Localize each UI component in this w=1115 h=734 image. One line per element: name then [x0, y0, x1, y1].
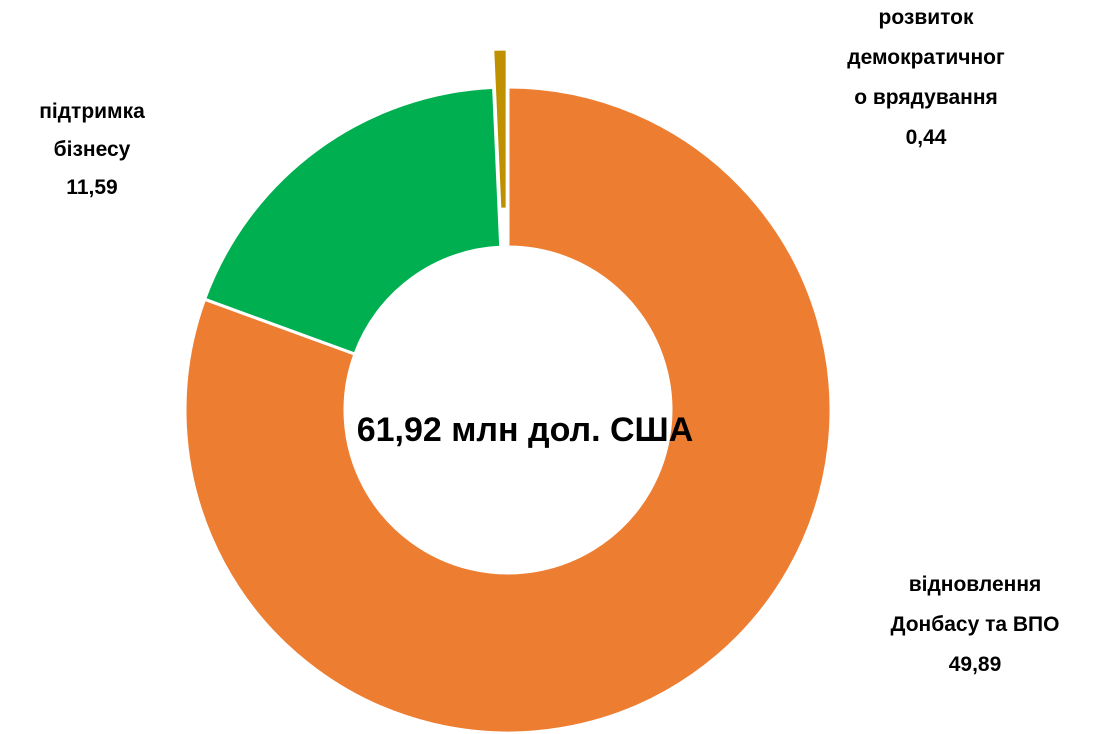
center-label: 61,92 млн дол. США — [357, 411, 694, 449]
donut-slice — [183, 85, 833, 734]
slice-label-line: підтримка — [39, 100, 145, 123]
slice-label-line: Донбасу та ВПО — [891, 613, 1060, 636]
donut-slice — [491, 47, 509, 211]
slice-value-label: 49,89 — [949, 653, 1002, 676]
slice-label-line: відновлення — [909, 573, 1042, 596]
slice-value-label: 0,44 — [906, 126, 947, 149]
slice-label: підтримка бізнесу 11,59 — [39, 100, 145, 199]
donut-slice — [202, 85, 503, 357]
slice-label-line: бізнесу — [54, 138, 131, 161]
slice-value-label: 11,59 — [66, 176, 117, 199]
slice-label-line: о врядування — [854, 86, 998, 109]
slice-label-line: розвиток — [879, 6, 974, 29]
slice-label: відновлення Донбасу та ВПО 49,89 — [891, 573, 1060, 676]
slice-label: розвиток демократичног о врядування 0,44 — [847, 6, 1005, 149]
slice-label-line: демократичног — [847, 46, 1005, 69]
